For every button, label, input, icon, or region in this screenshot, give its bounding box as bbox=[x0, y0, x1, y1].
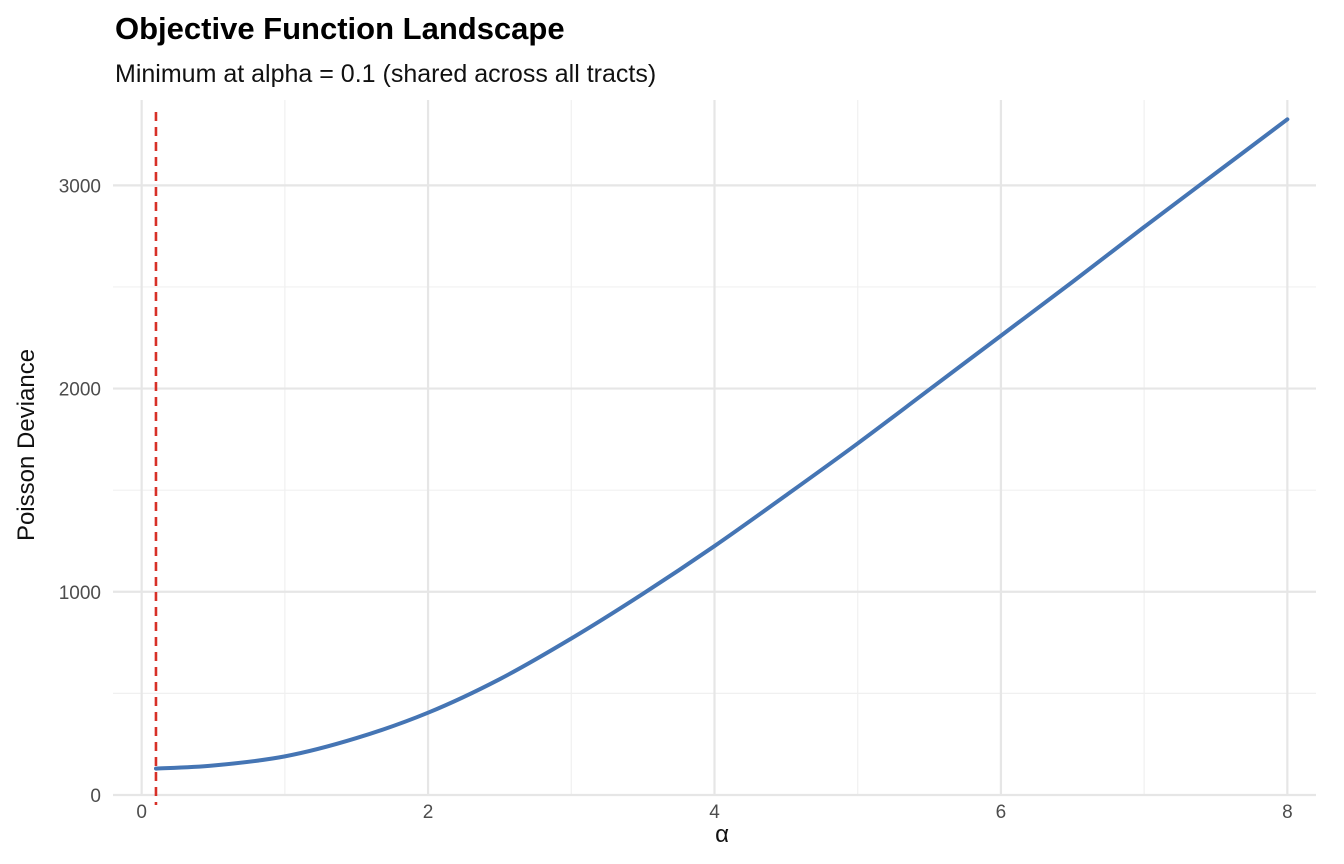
y-axis-ticks: 0 1000 2000 3000 bbox=[59, 176, 101, 807]
chart-title: Objective Function Landscape bbox=[115, 11, 565, 46]
series-line bbox=[153, 117, 1290, 771]
x-tick-label: 8 bbox=[1282, 802, 1293, 823]
y-axis-title: Poisson Deviance bbox=[13, 349, 40, 541]
x-axis-title: α bbox=[715, 821, 729, 848]
y-tick-label: 1000 bbox=[59, 583, 101, 604]
x-axis-ticks: 0 2 4 6 8 bbox=[136, 802, 1292, 823]
x-tick-label: 6 bbox=[996, 802, 1007, 823]
y-tick-label: 2000 bbox=[59, 380, 101, 401]
y-tick-label: 3000 bbox=[59, 176, 101, 197]
y-tick-label: 0 bbox=[90, 786, 101, 807]
chart-subtitle: Minimum at alpha = 0.1 (shared across al… bbox=[115, 60, 656, 88]
series-layer bbox=[153, 117, 1290, 771]
x-tick-label: 2 bbox=[423, 802, 434, 823]
x-tick-label: 0 bbox=[136, 802, 147, 823]
x-tick-label: 4 bbox=[709, 802, 720, 823]
major-gridlines bbox=[113, 100, 1316, 797]
